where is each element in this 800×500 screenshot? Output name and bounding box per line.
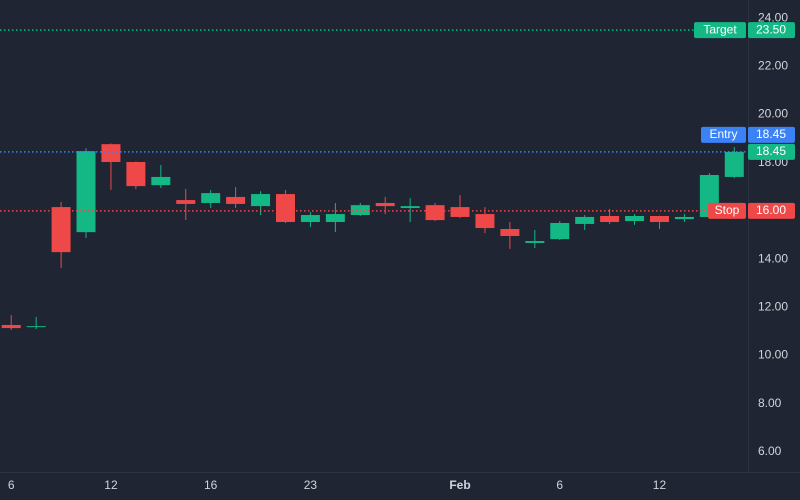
- candle-body: [325, 214, 345, 223]
- price-line-name: Target: [703, 22, 737, 36]
- candle-body: [625, 215, 645, 222]
- candle-body: [425, 205, 445, 221]
- y-tick-label: 14.00: [758, 251, 788, 265]
- candle-body: [450, 207, 470, 217]
- price-line-name: Entry: [709, 127, 737, 141]
- y-tick-label: 24.00: [758, 10, 788, 24]
- price-line-name-box: [708, 202, 746, 219]
- candle-body: [26, 326, 46, 328]
- candle-body: [251, 194, 271, 207]
- price-line-name-box: [701, 126, 746, 143]
- candle-body: [51, 207, 71, 253]
- price-line-value-box: [748, 126, 795, 143]
- candle-body: [649, 215, 669, 223]
- candle-body: [475, 214, 495, 229]
- candle-body: [76, 151, 96, 233]
- x-tick-label: 23: [304, 478, 318, 492]
- y-tick-label: 22.00: [758, 58, 788, 72]
- y-tick-label: 6.00: [758, 444, 782, 458]
- price-line-value-box: [748, 202, 795, 219]
- candle-body: [101, 144, 121, 162]
- x-tick-label: 6: [8, 478, 15, 492]
- candle-body: [126, 161, 146, 187]
- candle-body: [226, 196, 246, 204]
- candle-body: [176, 200, 196, 204]
- candle-body: [151, 176, 171, 186]
- y-tick-label: 12.00: [758, 300, 788, 314]
- x-tick-label: 12: [653, 478, 667, 492]
- candle-body: [525, 241, 545, 243]
- candle-body: [575, 216, 595, 224]
- y-tick-label: 10.00: [758, 348, 788, 362]
- candle-body: [350, 205, 370, 216]
- x-tick-label: 12: [104, 478, 118, 492]
- candle-body: [300, 215, 320, 223]
- candle-body: [550, 222, 570, 240]
- candle-body: [500, 229, 520, 236]
- price-line-name: Stop: [715, 203, 740, 217]
- x-tick-label: 6: [556, 478, 563, 492]
- price-line-name-box: [694, 22, 746, 39]
- candle-body: [724, 151, 744, 177]
- last-price-box: [748, 143, 795, 160]
- x-tick-label: Feb: [449, 478, 470, 492]
- x-tick-label: 16: [204, 478, 218, 492]
- price-line-value: 16.00: [756, 203, 786, 217]
- y-tick-label: 8.00: [758, 396, 782, 410]
- candle-body: [201, 193, 221, 203]
- candle-body: [674, 216, 694, 220]
- price-line-value-box: [748, 22, 795, 39]
- last-price-label: 18.45: [756, 144, 786, 158]
- candle-body: [275, 194, 295, 223]
- candle-body: [600, 215, 620, 223]
- y-tick-label: 20.00: [758, 107, 788, 121]
- candle-body: [400, 206, 420, 209]
- candle-body: [1, 324, 21, 329]
- candle-body: [375, 202, 395, 207]
- price-line-value: 18.45: [756, 127, 786, 141]
- price-line-value: 23.50: [756, 22, 786, 36]
